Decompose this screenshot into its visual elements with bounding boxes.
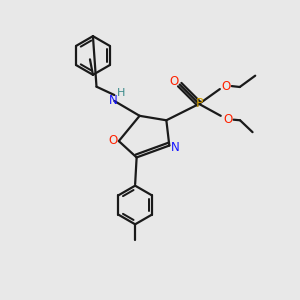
Text: P: P: [195, 97, 203, 110]
Text: H: H: [117, 88, 125, 98]
Text: O: O: [224, 112, 233, 126]
Text: N: N: [109, 94, 117, 107]
Text: O: O: [108, 134, 118, 147]
Text: O: O: [170, 74, 179, 88]
Text: O: O: [222, 80, 231, 93]
Text: N: N: [171, 140, 180, 154]
